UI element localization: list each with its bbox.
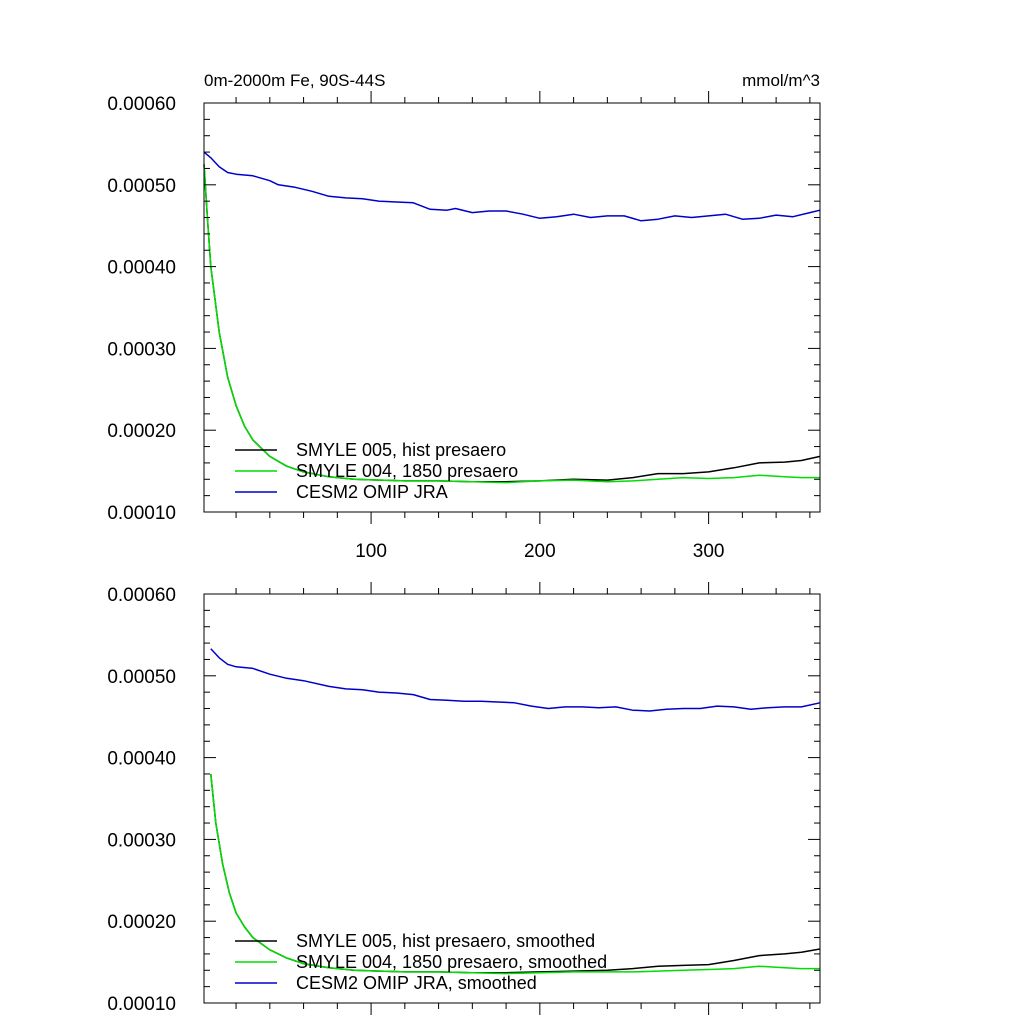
legend-label-0: SMYLE 005, hist presaero [296,440,506,460]
series-line-1 [210,773,820,975]
series-line-1 [203,164,820,484]
y-tick-label: 0.00030 [107,830,176,851]
y-tick-label: 0.00010 [107,994,176,1015]
series-line-2 [203,151,821,222]
y-tick-label: 0.00060 [107,94,176,115]
chart-units-label: mmol/m^3 [742,71,820,90]
x-tick-label: 200 [524,541,556,562]
y-tick-label: 0.00020 [107,912,176,933]
series-group [210,648,821,975]
y-tick-label: 0.00050 [107,176,176,197]
y-tick-label: 0.00040 [107,258,176,279]
series-line-2 [210,648,821,712]
x-tick-label: 300 [693,541,725,562]
top-panel: 0.00010 0.00020 0.00030 0.00040 0.00050 0.000… [107,91,821,562]
y-tick-label: 0.00050 [107,667,176,688]
y-tick-label: 0.00030 [107,339,176,360]
y-tick-label: 0.00010 [107,503,176,524]
x-tick-label: 100 [355,541,387,562]
legend-label-1: SMYLE 004, 1850 presaero [296,461,518,481]
chart-title: 0m-2000m Fe, 90S-44S [204,71,385,90]
series-group [203,151,821,484]
legend-label-1: SMYLE 004, 1850 presaero, smoothed [296,952,607,972]
plot-frame [203,102,821,513]
y-tick-label: 0.00040 [107,749,176,770]
legend-label-2: CESM2 OMIP JRA, smoothed [296,973,537,993]
legend-label-0: SMYLE 005, hist presaero, smoothed [296,931,595,951]
legend-label-2: CESM2 OMIP JRA [296,482,448,502]
bottom-panel: 0.00010 0.00020 0.00030 0.00040 0.00050 0.000… [107,582,821,1015]
y-tick-label: 0.00060 [107,585,176,606]
legend: SMYLE 005, hist presaero, smoothedSMYLE … [235,931,607,993]
plot-frame [203,593,821,1004]
y-tick-label: 0.00020 [107,421,176,442]
